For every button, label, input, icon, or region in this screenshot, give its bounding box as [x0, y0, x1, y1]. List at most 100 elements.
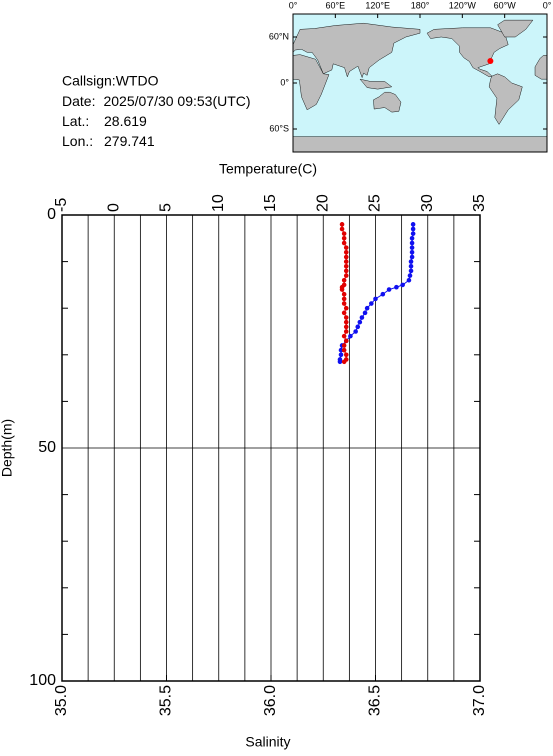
map-x-tick-label: 60°W — [494, 0, 517, 10]
x2-axis-label: Temperature(C) — [219, 161, 317, 177]
data-point — [408, 268, 414, 274]
x-tick-label: 36.0 — [262, 685, 279, 716]
data-point — [355, 324, 361, 330]
data-point — [339, 226, 345, 232]
data-point — [343, 319, 349, 325]
data-point — [343, 273, 349, 278]
australia — [373, 91, 402, 113]
data-point — [343, 352, 349, 358]
data-point — [410, 226, 416, 232]
y-tick-label: 50 — [38, 439, 56, 456]
lat: 28.619 — [104, 113, 147, 129]
data-point — [357, 319, 363, 325]
antarctica — [293, 136, 547, 152]
x2-tick-label: 0 — [105, 203, 122, 212]
map-x-tick-label: 0° — [289, 0, 298, 10]
x2-tick-label: 35 — [471, 194, 488, 212]
date-line: Date: 2025/07/30 09:53(UTC) — [62, 93, 251, 109]
lon: 279.741 — [104, 133, 155, 149]
data-point — [341, 301, 347, 306]
data-point — [362, 310, 368, 316]
data-point — [343, 315, 349, 320]
data-point — [339, 222, 345, 227]
data-point — [386, 287, 392, 292]
map-land — [293, 19, 547, 152]
map-x-tick-label: 0° — [543, 0, 552, 10]
data-point — [410, 222, 416, 227]
data-point — [364, 305, 370, 311]
data-point — [410, 231, 416, 236]
map-x-tick-label: 120°W — [449, 0, 477, 10]
data-point — [353, 329, 358, 334]
data-point — [341, 277, 347, 283]
date-label: Date: — [62, 93, 95, 109]
data-point — [408, 263, 414, 269]
data-point — [341, 333, 347, 339]
indonesia — [359, 78, 393, 90]
data-point — [343, 259, 349, 264]
data-point — [343, 268, 349, 274]
date: 2025/07/30 09:53(UTC) — [103, 93, 250, 109]
map-x-tick-label: 120°E — [365, 0, 390, 10]
data-point — [341, 231, 347, 236]
x2-tick-label: 25 — [367, 194, 384, 212]
greenland — [497, 19, 534, 38]
data-point — [341, 236, 347, 241]
data-point — [341, 240, 347, 246]
data-point — [348, 333, 353, 339]
lon-label: Lon.: — [62, 133, 93, 149]
x2-tick-label: 30 — [419, 194, 436, 212]
map-y-tick-label: 60°S — [269, 123, 289, 133]
callsign: Callsign:WTDO — [62, 73, 159, 89]
x2-tick-label: 15 — [262, 194, 279, 212]
lat-label: Lat.: — [62, 113, 89, 129]
map-x-tick-label: 60°E — [326, 0, 346, 10]
data-point — [341, 310, 347, 316]
x-tick-label: 36.5 — [367, 685, 384, 716]
x2-tick-label: 5 — [158, 203, 175, 212]
data-point — [380, 291, 386, 297]
x2-tick-label: 10 — [210, 194, 227, 212]
data-point — [409, 236, 415, 241]
west-africa — [534, 55, 547, 80]
data-point — [394, 284, 399, 290]
y-tick-label: 0 — [47, 206, 56, 223]
data-point — [338, 352, 344, 358]
data-point — [337, 359, 343, 365]
data-point — [373, 296, 378, 302]
data-point — [343, 254, 349, 260]
data-point — [343, 249, 349, 255]
data-point — [339, 287, 345, 292]
data-point — [343, 329, 349, 334]
data-point — [409, 254, 415, 260]
profile-line — [339, 224, 414, 362]
data-point — [359, 315, 365, 320]
data-point — [341, 343, 347, 348]
eurasia — [293, 22, 421, 79]
data-point — [409, 249, 415, 255]
data-point — [343, 245, 349, 250]
map-x-tick-label: 180° — [411, 0, 430, 10]
data-point — [341, 359, 347, 365]
data-point — [408, 259, 414, 264]
south-america — [488, 73, 523, 125]
data-point — [400, 282, 405, 288]
y-tick-label: 100 — [29, 672, 56, 689]
x2-tick-label: 20 — [314, 194, 331, 212]
data-point — [343, 263, 349, 269]
x2-tick-label: -5 — [53, 198, 70, 212]
map-y-tick-label: 0° — [280, 77, 289, 87]
y-axis-label: Depth(m) — [0, 419, 15, 477]
location-marker — [487, 58, 494, 65]
x-tick-label: 37.0 — [471, 685, 488, 716]
data-point — [407, 273, 413, 278]
data-point — [341, 296, 347, 302]
africa — [293, 54, 330, 111]
x-tick-label: 35.5 — [158, 685, 175, 716]
data-point — [343, 324, 349, 330]
lon-line: Lon.: 279.741 — [62, 133, 155, 149]
data-point — [343, 338, 349, 344]
x-axis-label: Salinity — [245, 734, 290, 750]
